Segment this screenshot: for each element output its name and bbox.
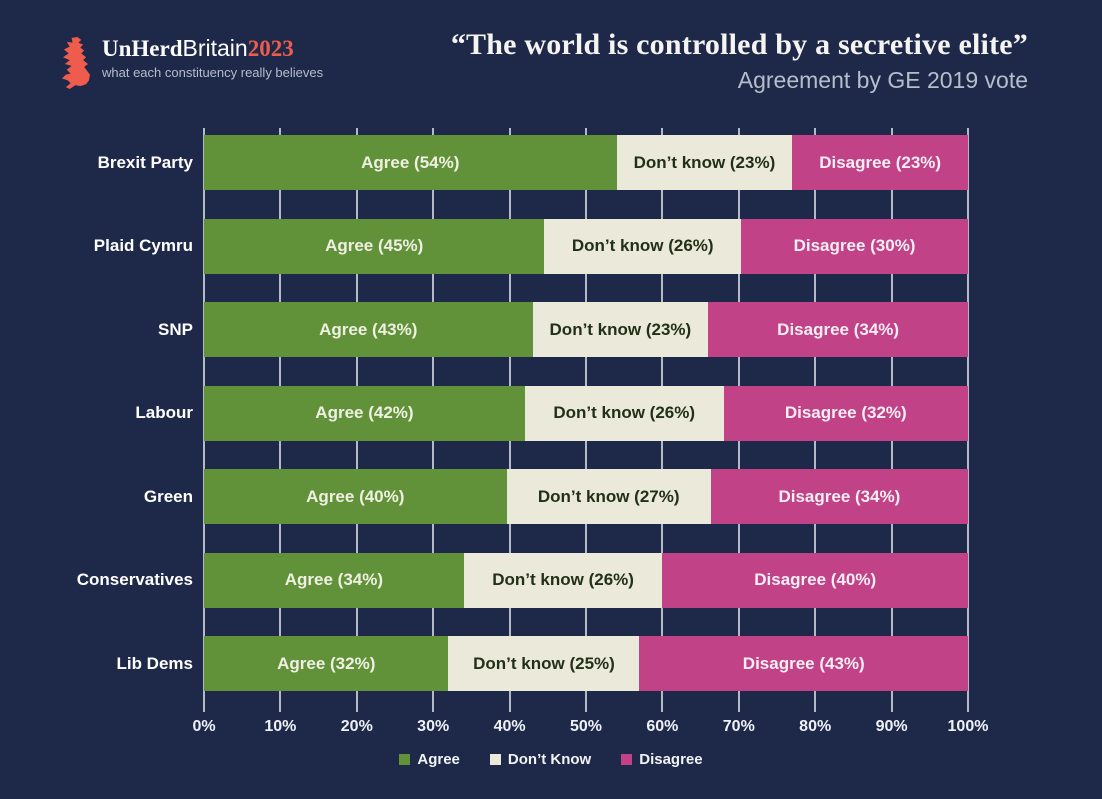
segment-dont-know: Don’t know (27%) [506, 469, 711, 524]
segment-label: Agree (34%) [284, 570, 384, 589]
segment-agree: Agree (32%) [204, 636, 449, 691]
legend-swatch [399, 754, 411, 765]
bar-row: Plaid Cymru Agree (45%) Don’t know (26%) Di… [94, 218, 968, 274]
segment-label: Agree (45%) [325, 236, 424, 255]
segment-disagree: Disagree (30%) [741, 218, 968, 274]
bar-row: Conservatives Agree (34%) Don’t know (26%)… [77, 552, 968, 608]
segment-label: Disagree (32%) [784, 403, 907, 422]
segment-disagree: Disagree (34%) [710, 469, 968, 524]
x-tick-label: 50% [569, 718, 603, 735]
segment-label: Agree (43%) [319, 319, 418, 339]
legend-label: Don’t Know [507, 751, 592, 768]
brand-year: 2023 [247, 36, 294, 61]
segment-dont-know: Don’t know (25%) [448, 636, 640, 691]
legend: Agree Don’t Know Disagree [0, 751, 1102, 768]
segment-label: Disagree (23%) [819, 152, 942, 172]
x-tick-label: 0% [192, 718, 216, 735]
segment-disagree: Disagree (43%) [639, 636, 968, 691]
segment-label: Don’t know (26%) [571, 236, 714, 255]
bar-row: SNP Agree (43%) Don’t know (23%) Disagree (… [158, 302, 968, 357]
stacked-bar: Agree (40%) Don’t know (27%) Disagree (34%… [204, 469, 968, 524]
segment-disagree: Disagree (23%) [792, 135, 968, 190]
logo-text: UnHerdBritain2023 what each constituency… [102, 35, 324, 81]
category-label: Plaid Cymru [93, 236, 193, 255]
segment-label: Disagree (40%) [754, 570, 877, 589]
segment-label: Disagree (34%) [777, 319, 900, 339]
stacked-bar: Agree (34%) Don’t know (26%) Disagree (40%… [204, 552, 968, 608]
legend-label: Agree [417, 751, 460, 768]
segment-agree: Agree (34%) [204, 552, 464, 608]
x-axis: 0% 10% 20% 30% 40% 50% 60% 70% 80% 90% 100% [192, 718, 988, 744]
brand-britain: Britain [182, 35, 248, 61]
segment-label: Don’t know (27%) [537, 486, 680, 506]
segment-dont-know: Don’t know (26%) [463, 552, 663, 608]
segment-dont-know: Don’t know (26%) [524, 385, 724, 441]
category-label: Lib Dems [116, 653, 193, 673]
logo-tagline: what each constituency really believes [102, 65, 324, 81]
x-tick-label: 90% [875, 718, 908, 735]
x-tick-label: 20% [340, 718, 373, 735]
x-tick-label: 60% [646, 718, 679, 735]
plot-area: Brexit Party Agree (54%) Don’t know (23%) D… [77, 128, 988, 735]
brand-name: UnHerdBritain2023 [102, 35, 323, 61]
x-tick-label: 80% [799, 718, 832, 735]
x-tick-label: 30% [417, 718, 450, 735]
segment-disagree: Disagree (40%) [662, 552, 968, 608]
stacked-bar: Agree (32%) Don’t know (25%) Disagree (43%… [204, 636, 968, 691]
legend-item: Agree [399, 751, 460, 768]
bar-row: Lib Dems Agree (32%) Don’t know (25%) Disag… [116, 636, 968, 691]
segment-label: Don’t know (23%) [549, 319, 692, 339]
bar-row: Green Agree (40%) Don’t know (27%) Disagree… [144, 469, 968, 524]
stacked-bar: Agree (45%) Don’t know (26%) Disagree (30%… [204, 218, 968, 274]
x-tick-label: 100% [947, 718, 989, 735]
legend-item: Don’t Know [489, 751, 592, 768]
bar-row: Brexit Party Agree (54%) Don’t know (23%) D… [98, 135, 968, 190]
category-label: Brexit Party [97, 152, 193, 172]
category-label: Green [143, 486, 193, 506]
segment-agree: Agree (45%) [204, 218, 545, 274]
x-tick-label: 70% [722, 718, 755, 735]
stacked-bar: Agree (43%) Don’t know (23%) Disagree (34%… [204, 302, 968, 357]
legend-swatch [489, 754, 501, 765]
segment-label: Agree (32%) [277, 653, 376, 673]
category-label: Conservatives [76, 570, 193, 589]
chart-subtitle: Agreement by GE 2019 vote [737, 66, 1028, 93]
segment-disagree: Disagree (32%) [723, 385, 968, 441]
segment-label: Agree (42%) [315, 403, 414, 422]
x-tick-label: 40% [493, 718, 526, 735]
segment-agree: Agree (43%) [204, 302, 533, 357]
segment-label: Don’t know (26%) [553, 403, 696, 422]
segment-label: Disagree (43%) [742, 653, 865, 673]
segment-dont-know: Don’t know (26%) [544, 218, 742, 274]
segment-agree: Agree (54%) [204, 135, 617, 190]
segment-label: Agree (40%) [306, 486, 405, 506]
segment-label: Don’t know (23%) [633, 152, 776, 172]
legend-label: Disagree [639, 751, 703, 768]
segment-dont-know: Don’t know (23%) [616, 135, 793, 190]
stacked-bar: Agree (42%) Don’t know (26%) Disagree (32%… [204, 385, 968, 441]
segment-disagree: Disagree (34%) [708, 302, 968, 357]
segment-agree: Agree (42%) [204, 385, 525, 441]
segment-label: Agree (54%) [361, 152, 460, 172]
legend-item: Disagree [621, 751, 703, 768]
x-tick-label: 10% [264, 718, 297, 735]
logo: UnHerdBritain2023 what each constituency… [58, 35, 324, 90]
category-label: SNP [158, 319, 193, 339]
segment-label: Don’t know (25%) [473, 653, 615, 673]
chart-titles: “The world is controlled by a secretive … [451, 28, 1028, 94]
segment-agree: Agree (40%) [204, 469, 507, 524]
stacked-bar: Agree (54%) Don’t know (23%) Disagree (23%… [204, 135, 968, 190]
britain-map-icon [61, 36, 90, 90]
segment-label: Disagree (30%) [793, 236, 916, 255]
segment-label: Disagree (34%) [778, 486, 901, 506]
gridline [967, 128, 969, 712]
chart-title: “The world is controlled by a secretive … [450, 28, 1028, 61]
category-label: Labour [135, 403, 193, 422]
bar-row: Labour Agree (42%) Don’t know (26%) Disagre… [135, 385, 968, 441]
legend-swatch [621, 754, 633, 765]
segment-dont-know: Don’t know (23%) [532, 302, 709, 357]
segment-label: Don’t know (26%) [492, 570, 634, 589]
brand-unherd: UnHerd [102, 36, 183, 61]
